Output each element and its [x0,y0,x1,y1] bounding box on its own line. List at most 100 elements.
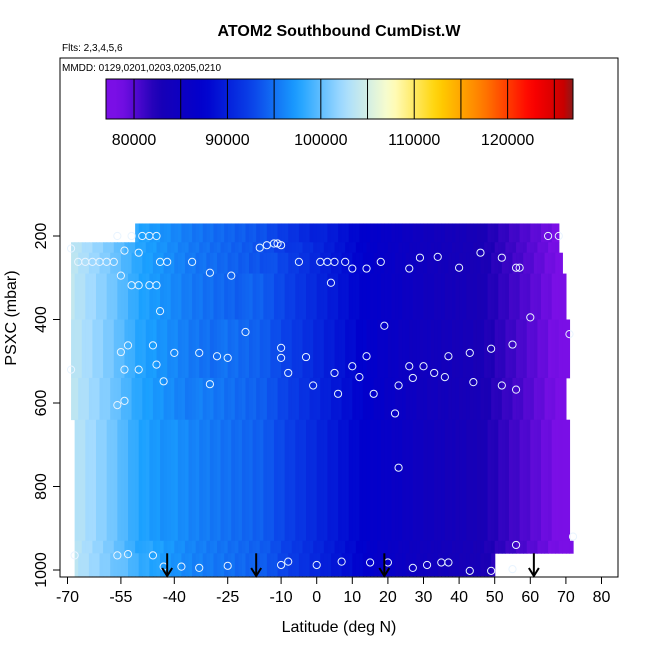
heatmap-cell [241,319,247,379]
heatmap-cell [384,553,389,577]
heatmap-cell [195,223,200,243]
heatmap-cell [451,540,457,554]
heatmap-cell [160,242,165,254]
heatmap-cell [526,252,531,274]
heatmap-cell [295,223,300,243]
heatmap-cell [142,419,147,542]
heatmap-cell [174,223,179,243]
heatmap-cell [491,319,496,379]
heatmap-cell [459,319,464,379]
heatmap-cell [124,553,129,577]
heatmap-cell [298,273,304,320]
heatmap-cell [99,242,104,254]
x-tick-label: -25 [216,589,239,606]
heatmap-cell [380,223,385,243]
heatmap-cell [373,419,378,542]
heatmap-cell [437,553,442,577]
heatmap-cell [355,252,361,274]
heatmap-cell [444,252,450,274]
heatmap-cell [135,223,140,243]
heatmap-cell [316,419,321,542]
heatmap-cell [466,419,471,542]
heatmap-cell [238,252,243,274]
x-axis-label: Latitude (deg N) [282,619,397,636]
heatmap-cell [448,252,453,274]
data-point [277,241,286,250]
heatmap-cell [156,553,161,577]
heatmap-cell [192,540,197,554]
heatmap-cell [217,419,222,542]
heatmap-cell [409,252,414,274]
heatmap-cell [252,252,257,274]
data-point [294,257,303,266]
heatmap-cell [195,242,200,254]
flight-arrow-head [250,567,263,578]
heatmap-cell [459,242,464,254]
heatmap-cell [309,223,314,243]
heatmap-cell [156,252,161,274]
heatmap-cell [184,242,190,254]
heatmap-cell [288,252,293,274]
heatmap-cell [295,319,300,379]
heatmap-cell [220,252,225,274]
heatmap-cell [380,242,385,254]
heatmap-cell [512,540,517,554]
heatmap-cell [473,377,478,421]
heatmap-cell [266,252,272,274]
heatmap-cell [391,319,396,379]
heatmap-cell [252,540,257,554]
heatmap-cell [384,252,389,274]
heatmap-cell [498,419,503,542]
heatmap-cell [437,419,442,542]
heatmap-cell [106,419,111,542]
heatmap-cell [359,273,364,320]
heatmap-cell [412,377,417,421]
heatmap-cell [391,223,396,243]
heatmap-cell [120,540,126,554]
heatmap-cell [167,553,172,577]
heatmap-cell [252,553,257,577]
heatmap-cell [188,377,193,421]
heatmap-cell [174,419,179,542]
heatmap-cell [316,319,321,379]
heatmap-cell [487,252,492,274]
heatmap-cell [398,273,403,320]
heatmap-cell [540,252,546,274]
heatmap-cell [455,242,460,254]
data-point [405,264,414,273]
heatmap-cell [359,419,364,542]
heatmap-cell [451,223,457,243]
heatmap-cell [316,223,321,243]
heatmap-cell [508,252,514,274]
heatmap-cell [156,540,161,554]
heatmap-cell [405,319,410,379]
heatmap-cell [256,377,261,421]
heatmap-cell [106,540,111,554]
heatmap-cell [338,242,343,254]
heatmap-cell [480,419,485,542]
heatmap-cell [170,273,175,320]
heatmap-cell [362,273,368,320]
heatmap-cell [430,540,435,554]
heatmap-cell [341,252,346,274]
heatmap-cell [281,319,286,379]
heatmap-cell [498,242,503,254]
x-tick-label: 70 [557,589,575,606]
x-tick-label: -55 [109,589,132,606]
data-point [341,257,350,266]
heatmap-cell [202,223,207,243]
heatmap-cell [103,252,108,274]
data-point [195,563,204,573]
heatmap-cell [281,553,286,577]
heatmap-cell [373,553,378,577]
heatmap-cell [341,419,346,542]
heatmap-cell [334,377,339,421]
heatmap-cell [526,540,531,554]
heatmap-cell [213,419,218,542]
heatmap-cell [320,419,325,542]
heatmap-cell [295,377,300,421]
heatmap-cell [512,377,517,421]
heatmap-cell [277,273,282,320]
heatmap-cell [469,223,474,243]
heatmap-cell [206,377,211,421]
